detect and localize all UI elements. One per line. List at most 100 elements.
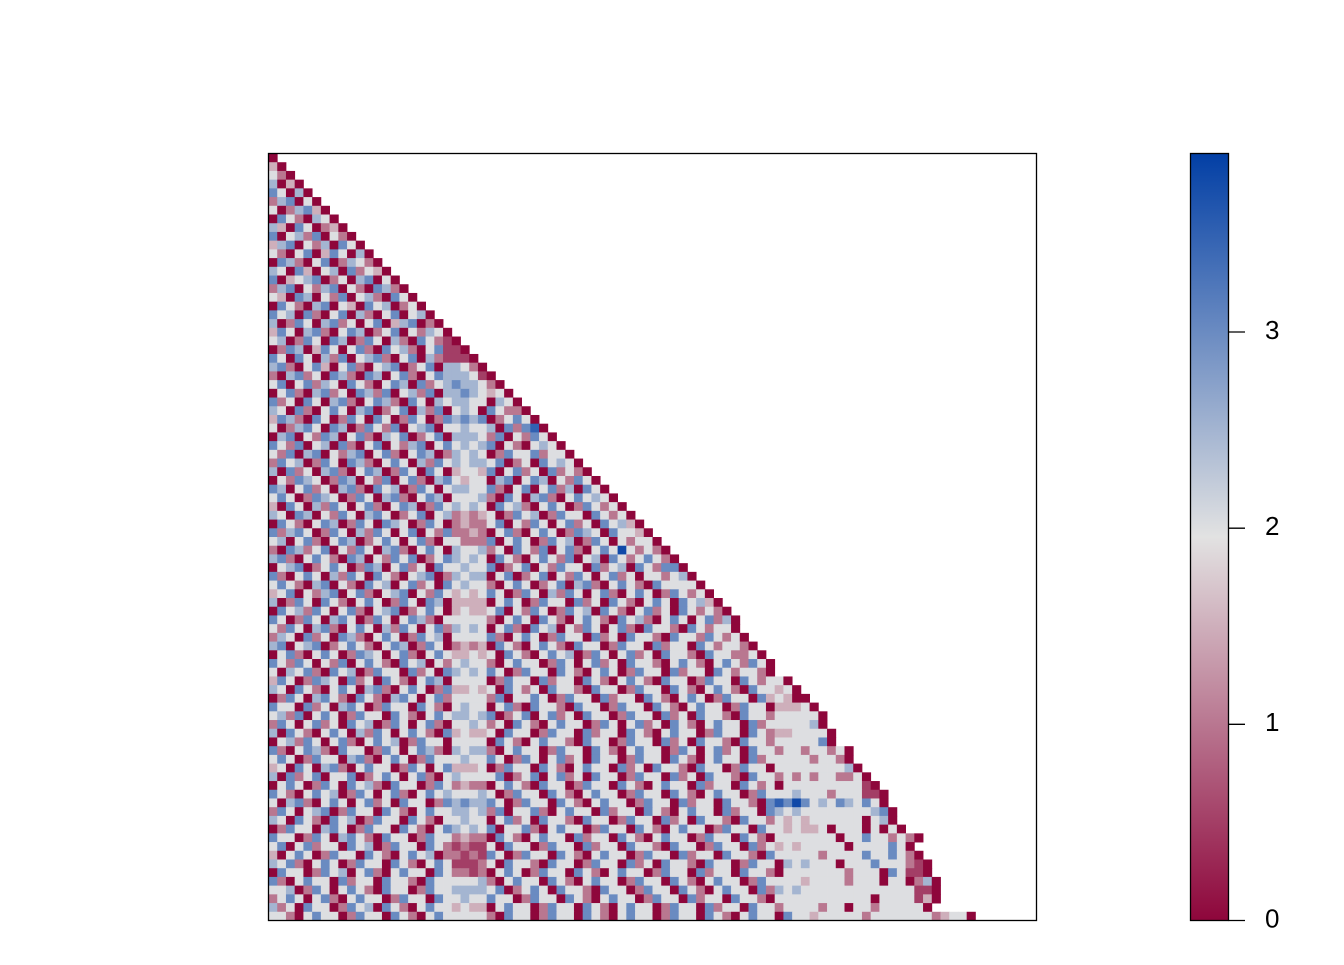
- heat-cell: [765, 728, 776, 738]
- heat-cell: [434, 406, 444, 416]
- heat-cell: [582, 772, 592, 782]
- heat-cell: [416, 475, 426, 486]
- heat-cell: [443, 728, 453, 738]
- heat-cell: [329, 606, 339, 616]
- heat-cell: [294, 624, 304, 634]
- heat-cell: [355, 659, 365, 669]
- heat-cell: [539, 484, 549, 494]
- heat-cell: [809, 702, 819, 712]
- heat-cell: [329, 353, 339, 364]
- heat-cell: [294, 214, 304, 224]
- heat-cell: [347, 632, 357, 642]
- heat-cell: [573, 720, 584, 730]
- heat-cell: [399, 911, 409, 921]
- heat-cell: [966, 911, 976, 921]
- heat-cell: [643, 563, 653, 573]
- heat-cell: [504, 467, 514, 477]
- heat-cell: [303, 598, 313, 608]
- heat-cell: [530, 850, 540, 860]
- heat-cell: [582, 876, 592, 887]
- heat-cell: [285, 545, 296, 555]
- heat-cell: [355, 258, 365, 268]
- heat-cell: [731, 815, 741, 826]
- heat-cell: [556, 911, 566, 921]
- heat-cell: [792, 746, 802, 756]
- heat-cell: [696, 824, 706, 834]
- heat-cell: [408, 475, 418, 486]
- heat-cell: [661, 894, 671, 904]
- heat-cell: [443, 781, 453, 791]
- heat-cell: [539, 510, 549, 520]
- heat-cell: [338, 380, 348, 390]
- heat-cell: [364, 493, 374, 503]
- heat-cell: [739, 711, 749, 721]
- heat-cell: [556, 449, 566, 459]
- heat-cell: [294, 414, 304, 425]
- heat-cell: [303, 258, 313, 268]
- heat-cell: [268, 258, 278, 268]
- heat-cell: [547, 632, 557, 642]
- heat-cell: [477, 798, 488, 808]
- heat-cell: [591, 781, 601, 791]
- heat-cell: [896, 911, 906, 921]
- heat-cell: [573, 876, 584, 887]
- heat-cell: [268, 885, 278, 895]
- heat-cell: [582, 711, 592, 721]
- heat-cell: [373, 815, 383, 826]
- heat-cell: [355, 859, 365, 869]
- heat-cell: [783, 876, 793, 887]
- heat-cell: [443, 667, 453, 677]
- heat-cell: [294, 720, 304, 730]
- heat-cell: [285, 301, 296, 311]
- heat-cell: [914, 876, 924, 887]
- heat-cell: [530, 580, 540, 590]
- heat-cell: [765, 824, 776, 834]
- heat-cell: [381, 676, 392, 686]
- heat-cell: [591, 711, 601, 721]
- heat-cell: [329, 223, 339, 233]
- heat-cell: [835, 772, 845, 782]
- heat-cell: [591, 615, 601, 625]
- heat-cell: [399, 807, 409, 817]
- heat-cell: [268, 284, 278, 294]
- heat-cell: [565, 833, 575, 843]
- heat-cell: [303, 327, 313, 337]
- heat-cell: [774, 789, 784, 799]
- heat-cell: [347, 493, 357, 503]
- heat-cell: [486, 589, 496, 599]
- heat-cell: [635, 894, 645, 904]
- heat-cell: [879, 885, 889, 895]
- heat-cell: [713, 720, 723, 730]
- heat-cell: [285, 772, 296, 782]
- heat-cell: [303, 563, 313, 573]
- heat-cell: [512, 475, 522, 486]
- heat-cell: [678, 746, 688, 756]
- heat-cell: [469, 659, 479, 669]
- heat-cell: [914, 911, 924, 921]
- heat-cell: [669, 746, 680, 756]
- heat-cell: [565, 598, 575, 608]
- heat-cell: [748, 737, 758, 747]
- heat-cell: [285, 728, 296, 738]
- heat-cell: [364, 301, 374, 311]
- heat-cell: [521, 423, 531, 433]
- heat-cell: [844, 789, 854, 799]
- heat-cell: [312, 885, 322, 895]
- heat-cell: [600, 728, 610, 738]
- heat-cell: [312, 423, 322, 433]
- heat-cell: [347, 310, 357, 320]
- heat-cell: [355, 371, 365, 381]
- heat-cell: [277, 231, 287, 242]
- heat-cell: [277, 449, 287, 459]
- heat-cell: [390, 842, 400, 852]
- heat-cell: [355, 711, 365, 721]
- heat-cell: [792, 824, 802, 834]
- heat-cell: [355, 362, 365, 372]
- heat-cell: [765, 667, 776, 677]
- heat-cell: [504, 728, 514, 738]
- heat-cell: [731, 868, 741, 878]
- heat-cell: [521, 702, 531, 712]
- heat-cell: [477, 650, 488, 660]
- heat-cell: [443, 563, 453, 573]
- heat-cell: [355, 580, 365, 590]
